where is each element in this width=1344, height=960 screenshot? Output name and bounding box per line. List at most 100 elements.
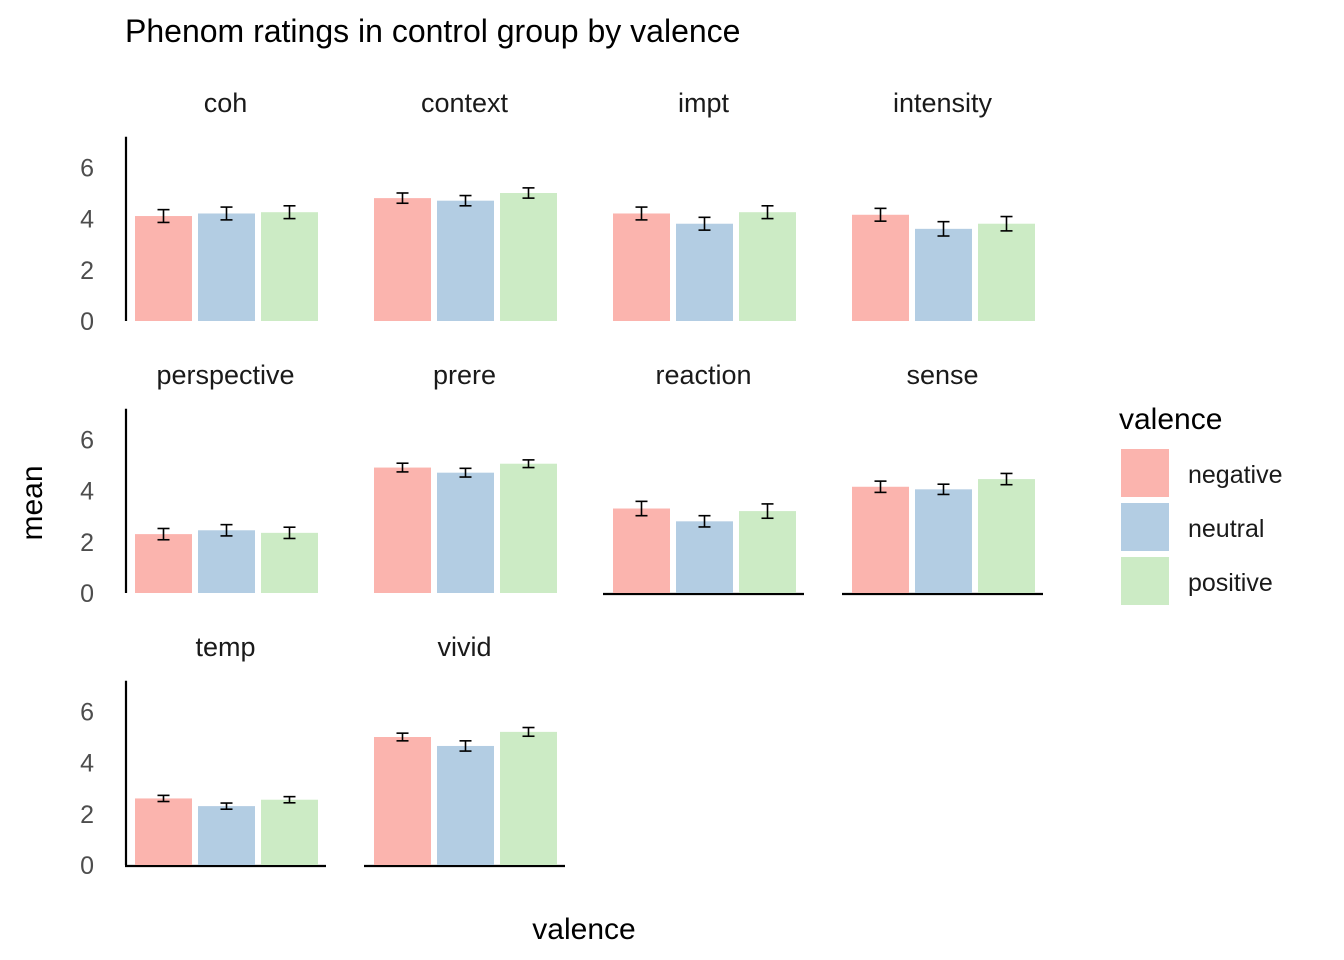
panel-vivid: vivid: [364, 632, 565, 868]
strip-label: impt: [678, 88, 730, 118]
strip-label: context: [421, 88, 509, 118]
bar-sense-negative: [852, 486, 909, 593]
facet-panels: coh 0 2 4 6 context impt intensity perspective 0 2…: [80, 88, 1043, 880]
panel-prere: prere: [374, 360, 557, 593]
error-bar-prere-negative: [396, 462, 409, 473]
strip-label: reaction: [655, 360, 751, 390]
bar-vivid-positive: [500, 731, 557, 865]
error-bar-prere-positive: [522, 459, 535, 469]
panel-coh: coh 0 2 4 6: [80, 88, 318, 336]
error-bar-intensity-neutral: [937, 220, 950, 237]
y-tick-label: 0: [80, 308, 94, 336]
panel-reaction: reaction: [603, 360, 804, 596]
legend-entry-positive: positive: [1121, 557, 1273, 605]
error-bar-coh-neutral: [220, 206, 233, 221]
error-bar-sense-negative: [874, 480, 887, 494]
y-tick-label: 2: [80, 257, 94, 285]
error-bar-sense-neutral: [937, 483, 950, 496]
panel-temp: temp 0 2 4 6: [80, 632, 326, 880]
bar-impt-positive: [739, 212, 796, 321]
error-bar-temp-positive: [283, 795, 296, 804]
y-tick-label: 4: [80, 750, 94, 778]
bar-reaction-negative: [613, 508, 670, 593]
legend: valence negative neutral positive: [1119, 403, 1283, 605]
bar-temp-neutral: [198, 806, 255, 865]
error-bar-impt-positive: [761, 205, 774, 220]
y-tick-label: 0: [80, 852, 94, 880]
error-bar-context-negative: [396, 192, 409, 205]
y-tick-label: 6: [80, 426, 94, 454]
legend-label: positive: [1188, 569, 1273, 597]
bar-temp-negative: [135, 798, 192, 865]
legend-entry-neutral: neutral: [1121, 503, 1264, 551]
bar-impt-neutral: [676, 223, 733, 321]
bar-impt-negative: [613, 213, 670, 321]
legend-title: valence: [1119, 403, 1222, 436]
error-bar-context-neutral: [459, 194, 472, 207]
error-bar-vivid-positive: [522, 726, 535, 738]
x-axis-title: valence: [532, 913, 635, 946]
error-bar-coh-negative: [157, 208, 170, 224]
panel-impt: impt: [613, 88, 796, 321]
bar-intensity-positive: [978, 223, 1035, 321]
legend-swatch: [1121, 503, 1169, 551]
strip-label: intensity: [893, 88, 993, 118]
error-bar-temp-negative: [157, 794, 170, 803]
panel-context: context: [374, 88, 557, 321]
y-tick-label: 6: [80, 698, 94, 726]
y-tick-label: 4: [80, 478, 94, 506]
bar-intensity-negative: [852, 214, 909, 321]
strip-label: perspective: [156, 360, 294, 390]
bar-prere-positive: [500, 463, 557, 593]
legend-swatch: [1121, 557, 1169, 605]
bar-vivid-negative: [374, 737, 431, 865]
error-bar-reaction-negative: [635, 500, 648, 517]
chart-title: Phenom ratings in control group by valen…: [125, 13, 740, 49]
panel-sense: sense: [842, 360, 1043, 596]
legend-entry-negative: negative: [1121, 449, 1283, 497]
bar-context-positive: [500, 193, 557, 321]
error-bar-perspective-negative: [157, 527, 170, 541]
bar-coh-positive: [261, 212, 318, 321]
error-bar-reaction-positive: [761, 503, 774, 520]
error-bar-intensity-positive: [1000, 215, 1013, 232]
error-bar-coh-positive: [283, 205, 296, 220]
error-bar-perspective-positive: [283, 526, 296, 540]
error-bar-vivid-neutral: [459, 740, 472, 752]
bar-sense-neutral: [915, 489, 972, 593]
legend-swatch: [1121, 449, 1169, 497]
y-tick-label: 0: [80, 580, 94, 608]
bar-intensity-neutral: [915, 228, 972, 321]
strip-label: temp: [195, 632, 255, 662]
y-tick-label: 6: [80, 154, 94, 182]
bar-prere-neutral: [437, 472, 494, 593]
y-tick-label: 2: [80, 529, 94, 557]
bar-perspective-neutral: [198, 530, 255, 593]
legend-label: neutral: [1188, 515, 1264, 543]
y-tick-label: 2: [80, 801, 94, 829]
bar-context-negative: [374, 198, 431, 321]
strip-label: coh: [204, 88, 248, 118]
bar-context-neutral: [437, 200, 494, 321]
bar-sense-positive: [978, 479, 1035, 593]
error-bar-reaction-neutral: [698, 514, 711, 528]
error-bar-intensity-negative: [874, 207, 887, 222]
error-bar-perspective-neutral: [220, 523, 233, 537]
error-bar-temp-neutral: [220, 802, 233, 810]
bar-temp-positive: [261, 799, 318, 865]
panel-perspective: perspective 0 2 4 6: [80, 360, 318, 608]
bar-vivid-neutral: [437, 745, 494, 865]
error-bar-prere-neutral: [459, 467, 472, 478]
bar-prere-negative: [374, 467, 431, 593]
legend-label: negative: [1188, 461, 1283, 489]
bar-perspective-negative: [135, 534, 192, 593]
strip-label: prere: [433, 360, 496, 390]
bar-coh-negative: [135, 216, 192, 321]
bar-coh-neutral: [198, 213, 255, 321]
error-bar-impt-neutral: [698, 216, 711, 231]
strip-label: vivid: [437, 632, 491, 662]
y-tick-label: 4: [80, 206, 94, 234]
bar-reaction-neutral: [676, 521, 733, 593]
error-bar-impt-negative: [635, 206, 648, 221]
